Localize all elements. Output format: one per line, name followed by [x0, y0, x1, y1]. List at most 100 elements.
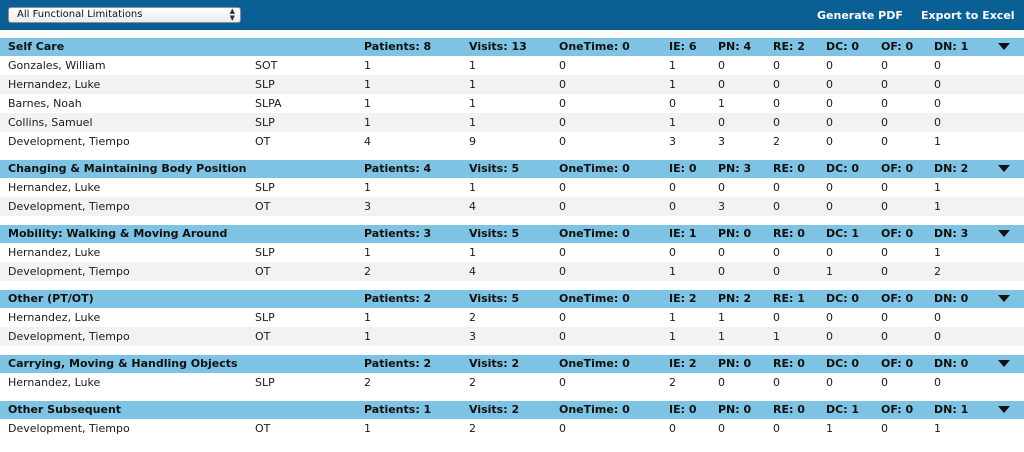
dc-count: 0 [826, 78, 833, 91]
ie-count: 0 [669, 97, 676, 110]
discipline: SLP [255, 376, 275, 389]
pn-count: 0 [718, 78, 725, 91]
table-row: Hernandez, Luke SLP 2 2 0 2 0 0 0 0 0 [0, 373, 1024, 392]
discipline: OT [255, 135, 271, 148]
functional-limitation-select-value: All Functional Limitations [17, 9, 143, 20]
re-count: 0 [773, 200, 780, 213]
dc-count: 0 [826, 376, 833, 389]
visits-count: 2 [469, 311, 476, 324]
onetime-count: 0 [559, 78, 566, 91]
section-title: Other (PT/OT) [8, 292, 94, 305]
clinician-name: Gonzales, William [8, 59, 106, 72]
clinician-name: Hernandez, Luke [8, 181, 101, 194]
visits-count: 1 [469, 97, 476, 110]
section-header: Carrying, Moving & Handling Objects Patie… [0, 355, 1024, 373]
clinician-name: Hernandez, Luke [8, 246, 101, 259]
clinician-name: Development, Tiempo [8, 265, 130, 278]
generate-pdf-link[interactable]: Generate PDF [817, 9, 903, 22]
section-header: Changing & Maintaining Body Position Pati… [0, 160, 1024, 178]
of-count: 0 [881, 78, 888, 91]
onetime-count: 0 [559, 422, 566, 435]
dc-count: 1 [826, 422, 833, 435]
onetime-count: 0 [559, 265, 566, 278]
pn-count: 0 [718, 181, 725, 194]
dc-total: DC: 0 [826, 292, 860, 305]
export-excel-link[interactable]: Export to Excel [921, 9, 1015, 22]
of-total: OF: 0 [881, 403, 914, 416]
clinician-name: Development, Tiempo [8, 135, 130, 148]
re-count: 0 [773, 78, 780, 91]
collapse-toggle-icon[interactable] [998, 43, 1010, 50]
discipline: SLP [255, 116, 275, 129]
dc-total: DC: 1 [826, 227, 860, 240]
of-count: 0 [881, 97, 888, 110]
collapse-toggle-icon[interactable] [998, 406, 1010, 413]
visits-count: 3 [469, 330, 476, 343]
patients-count: 1 [364, 181, 371, 194]
ie-count: 3 [669, 135, 676, 148]
table-row: Development, Tiempo OT 3 4 0 0 3 0 0 0 1 [0, 197, 1024, 216]
visits-total: Visits: 5 [469, 162, 520, 175]
discipline: OT [255, 330, 271, 343]
re-total: RE: 0 [773, 227, 805, 240]
of-count: 0 [881, 135, 888, 148]
limitation-section: Changing & Maintaining Body Position Pati… [0, 160, 1024, 216]
discipline: SLP [255, 246, 275, 259]
clinician-name: Hernandez, Luke [8, 311, 101, 324]
section-header: Other Subsequent Patients: 1 Visits: 2 OneT… [0, 401, 1024, 419]
visits-count: 4 [469, 265, 476, 278]
collapse-toggle-icon[interactable] [998, 295, 1010, 302]
ie-count: 0 [669, 246, 676, 259]
patients-count: 2 [364, 376, 371, 389]
dc-count: 0 [826, 330, 833, 343]
dn-total: DN: 0 [934, 292, 969, 305]
pn-count: 0 [718, 59, 725, 72]
patients-count: 1 [364, 422, 371, 435]
pn-count: 1 [718, 97, 725, 110]
limitation-section: Mobility: Walking & Moving Around Patient… [0, 225, 1024, 281]
collapse-toggle-icon[interactable] [998, 165, 1010, 172]
onetime-count: 0 [559, 311, 566, 324]
re-total: RE: 0 [773, 357, 805, 370]
clinician-name: Hernandez, Luke [8, 78, 101, 91]
visits-total: Visits: 2 [469, 403, 520, 416]
re-count: 0 [773, 59, 780, 72]
dn-count: 0 [934, 376, 941, 389]
pn-total: PN: 0 [718, 357, 752, 370]
collapse-toggle-icon[interactable] [998, 230, 1010, 237]
ie-count: 2 [669, 376, 676, 389]
section-title: Mobility: Walking & Moving Around [8, 227, 228, 240]
dc-count: 1 [826, 265, 833, 278]
re-total: RE: 0 [773, 403, 805, 416]
onetime-total: OneTime: 0 [559, 292, 630, 305]
report-toolbar: All Functional Limitations ▲ ▼ Generate P… [0, 0, 1024, 30]
table-row: Hernandez, Luke SLP 1 1 0 0 0 0 0 0 1 [0, 243, 1024, 262]
ie-count: 1 [669, 78, 676, 91]
re-total: RE: 1 [773, 292, 805, 305]
ie-count: 1 [669, 116, 676, 129]
re-count: 0 [773, 311, 780, 324]
functional-limitation-select[interactable]: All Functional Limitations ▲ ▼ [8, 7, 241, 23]
patients-count: 2 [364, 265, 371, 278]
discipline: SLPA [255, 97, 282, 110]
of-total: OF: 0 [881, 357, 914, 370]
of-total: OF: 0 [881, 40, 914, 53]
table-row: Development, Tiempo OT 1 3 0 1 1 1 0 0 0 [0, 327, 1024, 346]
table-row: Development, Tiempo OT 4 9 0 3 3 2 0 0 1 [0, 132, 1024, 151]
patients-count: 4 [364, 135, 371, 148]
discipline: OT [255, 265, 271, 278]
section-header: Self Care Patients: 8 Visits: 13 OneTime: 0… [0, 38, 1024, 56]
collapse-toggle-icon[interactable] [998, 360, 1010, 367]
dn-total: DN: 3 [934, 227, 969, 240]
of-count: 0 [881, 116, 888, 129]
ie-total: IE: 2 [669, 357, 697, 370]
of-count: 0 [881, 422, 888, 435]
visits-count: 1 [469, 116, 476, 129]
dn-count: 0 [934, 330, 941, 343]
dc-total: DC: 0 [826, 162, 860, 175]
pn-total: PN: 2 [718, 292, 752, 305]
dn-count: 1 [934, 200, 941, 213]
table-row: Hernandez, Luke SLP 1 1 0 0 0 0 0 0 1 [0, 178, 1024, 197]
pn-count: 1 [718, 330, 725, 343]
ie-total: IE: 1 [669, 227, 697, 240]
